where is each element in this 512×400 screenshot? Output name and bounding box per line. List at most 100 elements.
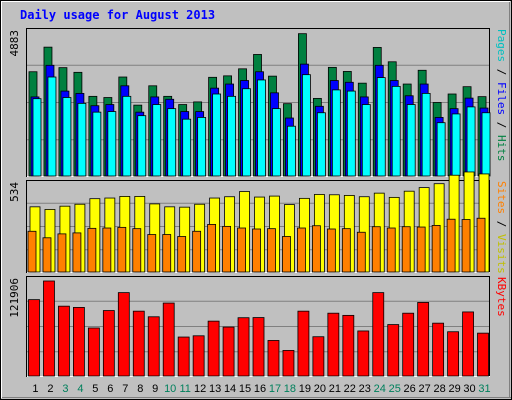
bar-kbytes-day-12 xyxy=(192,335,205,377)
bar-sites-day-25 xyxy=(386,227,396,273)
bar-kbytes-day-29 xyxy=(447,331,459,377)
bar-sites-day-15 xyxy=(237,227,246,273)
bar-pages-day-7 xyxy=(122,95,132,177)
panel-hits: 4883 xyxy=(8,28,491,177)
bar-sites-day-4 xyxy=(72,232,82,273)
day-label-18: 18 xyxy=(284,383,296,395)
bar-pages-day-27 xyxy=(421,93,431,177)
bar-pages-day-22 xyxy=(346,90,356,177)
bar-pages-day-8 xyxy=(137,115,147,177)
bar-pages-day-2 xyxy=(47,76,57,177)
day-label-15: 15 xyxy=(239,383,251,395)
bar-sites-day-24 xyxy=(371,226,381,273)
legend-part-kbytes-0: KBytes xyxy=(495,277,508,317)
bar-sites-day-28 xyxy=(431,225,441,273)
bar-sites-day-31 xyxy=(476,217,486,273)
panel-kbytes: 121906 xyxy=(8,276,490,377)
bar-pages-day-23 xyxy=(361,104,371,177)
legend-part-visits-2: Visits xyxy=(495,234,508,274)
bar-sites-day-22 xyxy=(341,228,351,273)
bar-pages-day-31 xyxy=(481,112,491,177)
bar-pages-day-1 xyxy=(32,98,42,177)
legend-part-visits-1: / xyxy=(495,214,508,234)
day-label-25: 25 xyxy=(389,383,401,395)
bar-sites-day-8 xyxy=(132,228,142,273)
bar-sites-day-17 xyxy=(267,228,276,273)
day-label-4: 4 xyxy=(77,383,83,395)
bar-kbytes-day-17 xyxy=(267,340,280,377)
bar-pages-day-19 xyxy=(302,74,311,177)
bar-pages-day-24 xyxy=(376,77,386,177)
day-label-28: 28 xyxy=(433,383,445,395)
day-label-22: 22 xyxy=(344,383,356,395)
bar-sites-day-6 xyxy=(102,227,112,273)
panel-visits: 534 xyxy=(8,171,490,273)
bar-sites-day-5 xyxy=(87,227,97,273)
day-label-31: 31 xyxy=(478,383,490,395)
ymax-label-visits: 534 xyxy=(8,182,21,202)
day-label-7: 7 xyxy=(122,383,128,395)
day-label-30: 30 xyxy=(463,383,475,395)
bar-kbytes-day-11 xyxy=(177,336,190,377)
bar-kbytes-day-26 xyxy=(402,312,415,377)
bar-sites-day-9 xyxy=(147,234,157,273)
bar-pages-day-6 xyxy=(107,111,117,177)
bar-sites-day-2 xyxy=(42,237,52,273)
bar-kbytes-day-2 xyxy=(43,280,55,377)
bar-pages-day-3 xyxy=(62,97,72,177)
day-label-5: 5 xyxy=(92,383,98,395)
bar-pages-day-5 xyxy=(92,111,102,177)
day-label-24: 24 xyxy=(374,383,386,395)
bar-sites-day-21 xyxy=(326,228,336,273)
bar-pages-day-13 xyxy=(212,93,222,177)
bar-kbytes-day-13 xyxy=(207,320,220,377)
bar-pages-day-26 xyxy=(406,104,416,177)
chart-panels: 4883 534 121906 xyxy=(8,28,491,377)
bar-pages-day-11 xyxy=(182,118,192,177)
bar-pages-day-28 xyxy=(436,122,446,177)
day-label-8: 8 xyxy=(137,383,143,395)
bar-kbytes-day-28 xyxy=(432,322,445,377)
legend-hits: Pages / Files / Hits xyxy=(495,29,508,162)
legend-part-hits-1: / xyxy=(495,62,508,82)
bar-kbytes-day-19 xyxy=(297,310,310,377)
legend-kbytes: KBytes xyxy=(495,277,508,317)
bar-kbytes-day-23 xyxy=(357,330,370,377)
x-axis-day-labels: 1 2 3 4 5 6 7 8 9 10 11 12 13 14 15 16 17 18 19 20 21 22 23 24 2… xyxy=(32,383,490,395)
day-label-12: 12 xyxy=(194,383,206,395)
day-label-3: 3 xyxy=(62,383,68,395)
chart-title: Daily usage for August 2013 xyxy=(20,8,215,22)
ymax-label-kbytes: 121906 xyxy=(8,278,21,318)
bar-sites-day-29 xyxy=(446,218,456,273)
day-label-10: 10 xyxy=(164,383,176,395)
bar-kbytes-day-15 xyxy=(237,317,250,377)
bar-pages-day-25 xyxy=(391,85,401,177)
bar-sites-day-14 xyxy=(222,225,231,273)
bar-pages-day-10 xyxy=(167,108,177,177)
bar-sites-day-16 xyxy=(252,228,261,273)
day-label-11: 11 xyxy=(179,383,190,395)
bar-pages-day-18 xyxy=(287,125,296,177)
legend-part-hits-4: Hits xyxy=(495,135,508,162)
legend-part-visits-0: Sites xyxy=(495,181,508,214)
bar-sites-day-7 xyxy=(117,226,127,273)
bar-pages-day-21 xyxy=(331,89,341,177)
bar-sites-day-12 xyxy=(192,230,202,273)
bar-sites-day-1 xyxy=(27,230,37,273)
day-label-26: 26 xyxy=(404,383,416,395)
legend-visits: Sites / Visits xyxy=(495,181,508,274)
bar-kbytes-day-22 xyxy=(342,314,355,377)
bar-sites-day-11 xyxy=(177,236,187,273)
bar-pages-day-29 xyxy=(451,113,461,177)
bar-sites-day-30 xyxy=(461,219,471,273)
bar-sites-day-13 xyxy=(207,224,217,273)
bar-sites-day-10 xyxy=(162,234,172,273)
bar-pages-day-14 xyxy=(227,95,236,177)
day-label-13: 13 xyxy=(209,383,221,395)
bar-sites-day-19 xyxy=(297,227,306,273)
bar-kbytes-day-7 xyxy=(117,292,130,377)
bar-pages-day-4 xyxy=(77,102,87,177)
bar-kbytes-day-10 xyxy=(162,302,175,377)
bar-kbytes-day-5 xyxy=(87,327,100,377)
